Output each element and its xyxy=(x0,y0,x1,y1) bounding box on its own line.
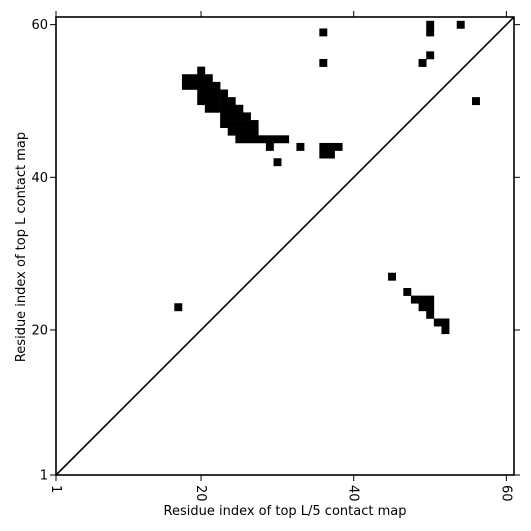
contact-cell-top-l xyxy=(426,28,435,37)
contact-cell-top-l5 xyxy=(403,287,412,296)
contact-cell-top-l xyxy=(235,120,244,128)
x-tick-label: 40 xyxy=(346,485,361,502)
contact-cell-top-l5 xyxy=(441,318,450,327)
diagonal-line xyxy=(55,16,515,476)
contact-cell-top-l xyxy=(319,28,328,37)
contact-cell-top-l xyxy=(189,74,198,83)
contact-cell-top-l xyxy=(197,97,206,106)
x-tick-label: 1 xyxy=(48,485,63,493)
contact-cell-top-l5 xyxy=(426,295,435,304)
y-axis-label: Residue index of top L contact map xyxy=(14,132,29,362)
contact-cell-top-l xyxy=(250,120,259,128)
contact-cell-top-l xyxy=(326,142,335,151)
contact-cell-top-l xyxy=(197,74,206,83)
x-tick-label: 20 xyxy=(193,485,208,502)
contact-cell-top-l xyxy=(250,135,259,144)
contact-cell-top-l xyxy=(204,74,213,83)
contact-cell-top-l5 xyxy=(388,272,396,281)
contact-cell-top-l xyxy=(204,97,213,106)
contact-cell-top-l xyxy=(227,112,236,121)
contact-cell-top-l xyxy=(258,135,267,144)
y-tick-label: 40 xyxy=(31,171,48,186)
contact-cell-top-l5 xyxy=(426,303,435,312)
contact-cell-top-l xyxy=(265,142,274,151)
contact-cell-top-l xyxy=(273,158,282,167)
contact-cell-top-l xyxy=(319,142,328,151)
contact-cell-top-l xyxy=(243,135,251,144)
contact-cell-top-l xyxy=(418,58,427,67)
contact-cell-top-l xyxy=(212,97,221,106)
contact-cell-top-l xyxy=(472,97,480,106)
contact-cell-top-l xyxy=(220,89,229,98)
contact-cell-top-l5 xyxy=(418,295,427,304)
contact-cell-top-l xyxy=(181,74,190,83)
contact-cell-top-l xyxy=(197,66,206,75)
contact-cell-top-l xyxy=(250,127,259,136)
contact-cell-top-l xyxy=(181,81,190,90)
contact-cell-top-l5 xyxy=(410,295,419,304)
contact-cell-top-l xyxy=(227,97,236,106)
contact-cell-top-l xyxy=(319,150,328,159)
x-tick-label: 60 xyxy=(498,485,513,502)
contact-cell-top-l5 xyxy=(433,318,442,327)
contact-cell-top-l xyxy=(220,120,229,128)
contact-cell-top-l xyxy=(212,81,221,90)
y-tick-label: 1 xyxy=(40,469,48,484)
contact-cell-top-l xyxy=(334,142,343,151)
contact-cell-top-l xyxy=(227,127,236,136)
contact-cell-top-l xyxy=(220,112,229,121)
contact-cell-top-l xyxy=(204,81,213,90)
contact-cell-top-l xyxy=(220,104,229,113)
contact-cell-top-l xyxy=(189,81,198,90)
contact-cell-top-l xyxy=(243,112,251,121)
contact-cell-top-l xyxy=(235,135,244,144)
contact-cell-top-l xyxy=(273,135,282,144)
contact-cell-top-l xyxy=(456,20,465,29)
y-tick-label: 60 xyxy=(31,18,48,33)
contact-cell-top-l xyxy=(204,89,213,98)
x-axis-label: Residue index of top L/5 contact map xyxy=(164,504,407,519)
contact-cell-top-l xyxy=(227,104,236,113)
contact-cell-top-l xyxy=(220,97,229,106)
contact-cell-top-l xyxy=(204,104,213,113)
axis-ticks: 1 20 40 60 1 20 40 60 xyxy=(31,11,520,502)
y-tick-label: 20 xyxy=(31,323,48,338)
contact-cell-top-l xyxy=(243,127,251,136)
contact-cell-top-l xyxy=(296,142,305,151)
contact-cell-top-l xyxy=(212,89,221,98)
contact-cell-top-l xyxy=(235,127,244,136)
contact-cell-top-l xyxy=(326,150,335,159)
contact-cell-top-l xyxy=(243,120,251,128)
contact-cell-top-l xyxy=(426,20,435,29)
contact-cell-top-l xyxy=(235,112,244,121)
plot-frame xyxy=(55,16,515,476)
contact-cell-top-l xyxy=(319,58,328,67)
contact-cell-top-l5 xyxy=(174,303,183,312)
contact-cell-top-l xyxy=(281,135,290,144)
contact-cell-top-l5 xyxy=(426,310,435,319)
contact-cell-top-l xyxy=(235,104,244,113)
contact-cells xyxy=(174,20,480,335)
contact-cell-top-l xyxy=(197,89,206,98)
contact-cell-top-l5 xyxy=(418,303,427,312)
contact-cell-top-l xyxy=(426,51,435,60)
contact-cell-top-l xyxy=(197,81,206,90)
contact-cell-top-l xyxy=(227,120,236,128)
contact-cell-top-l5 xyxy=(441,326,450,335)
contact-cell-top-l xyxy=(265,135,274,144)
contact-cell-top-l xyxy=(212,104,221,113)
